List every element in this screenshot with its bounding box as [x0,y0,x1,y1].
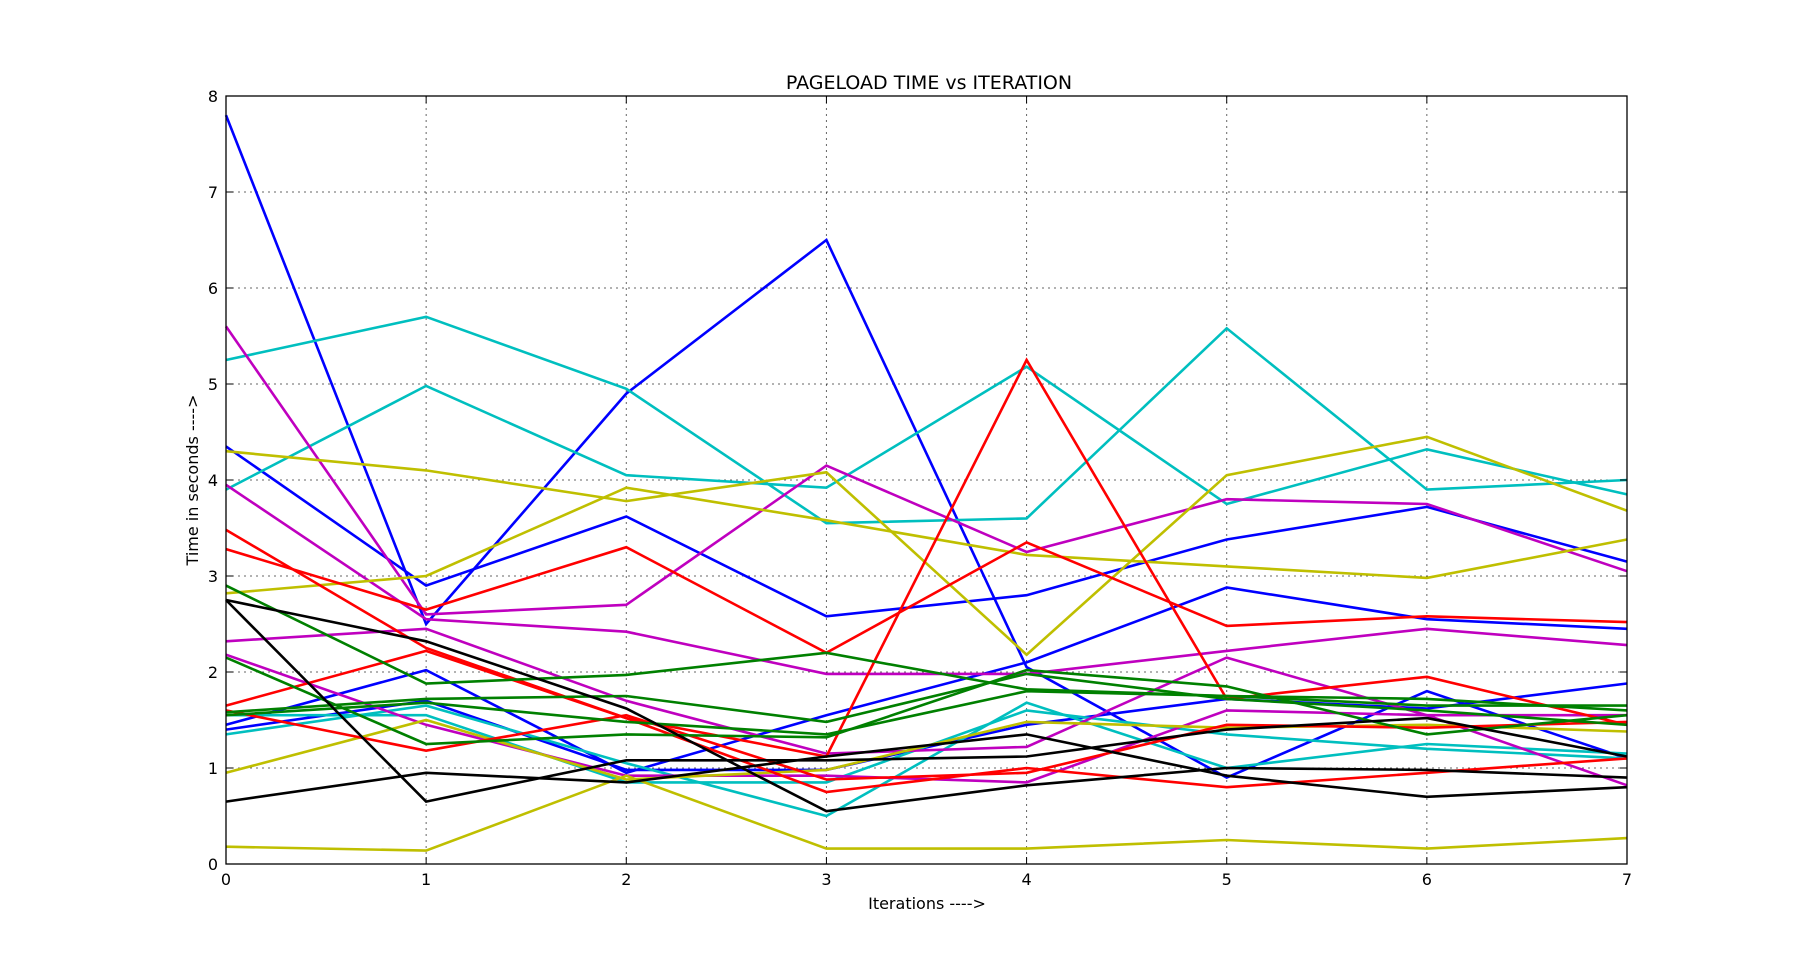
y-tick-label: 7 [208,183,218,202]
x-axis-label: Iterations ----> [868,894,986,913]
x-tick-label: 6 [1422,870,1432,889]
series-line-24 [225,689,1627,736]
y-axis: 0 1 2 3 4 5 6 7 8 [208,87,1627,874]
x-tick-label: 4 [1021,870,1031,889]
series-line-6 [225,365,1628,506]
series-line-13 [225,435,1628,657]
series-line-10 [225,483,1628,676]
y-tick-label: 4 [208,471,218,490]
series-line-21 [225,584,1628,712]
x-tick-label: 1 [421,870,431,889]
series-line-3 [225,586,1628,775]
series-line-18 [225,540,1628,655]
y-tick-label: 1 [208,759,218,778]
y-tick-label: 2 [208,663,218,682]
x-axis: 0 1 2 3 4 5 6 7 [221,96,1632,889]
series-line-17 [225,357,1628,758]
series-line-23 [225,672,1628,727]
y-axis-label: Time in seconds ----> [183,395,202,567]
series-line-22 [225,656,1628,746]
x-tick-label: 5 [1222,870,1232,889]
series-line-2 [225,445,1628,618]
series-line-25 [225,598,1628,813]
y-tick-label: 6 [208,279,218,298]
y-tick-label: 5 [208,375,218,394]
series-group [224,114,1628,852]
series-line-11 [225,627,1628,787]
y-tick-label: 3 [208,567,218,586]
x-tick-label: 2 [621,870,631,889]
x-tick-label: 3 [821,870,831,889]
gridlines [226,96,1627,864]
y-tick-label: 8 [208,87,218,106]
series-line-14 [225,486,1628,595]
series-line-27 [225,733,1628,803]
series-line-16 [225,774,1628,852]
x-tick-label: 0 [221,870,231,889]
series-line-19 [225,649,1628,794]
series-line-26 [225,599,1628,804]
chart-title: PAGELOAD TIME vs ITERATION [786,72,1072,94]
series-line-9 [224,325,1628,616]
series-line-5 [225,315,1628,525]
y-tick-label: 0 [208,855,218,874]
x-tick-label: 7 [1622,870,1632,889]
